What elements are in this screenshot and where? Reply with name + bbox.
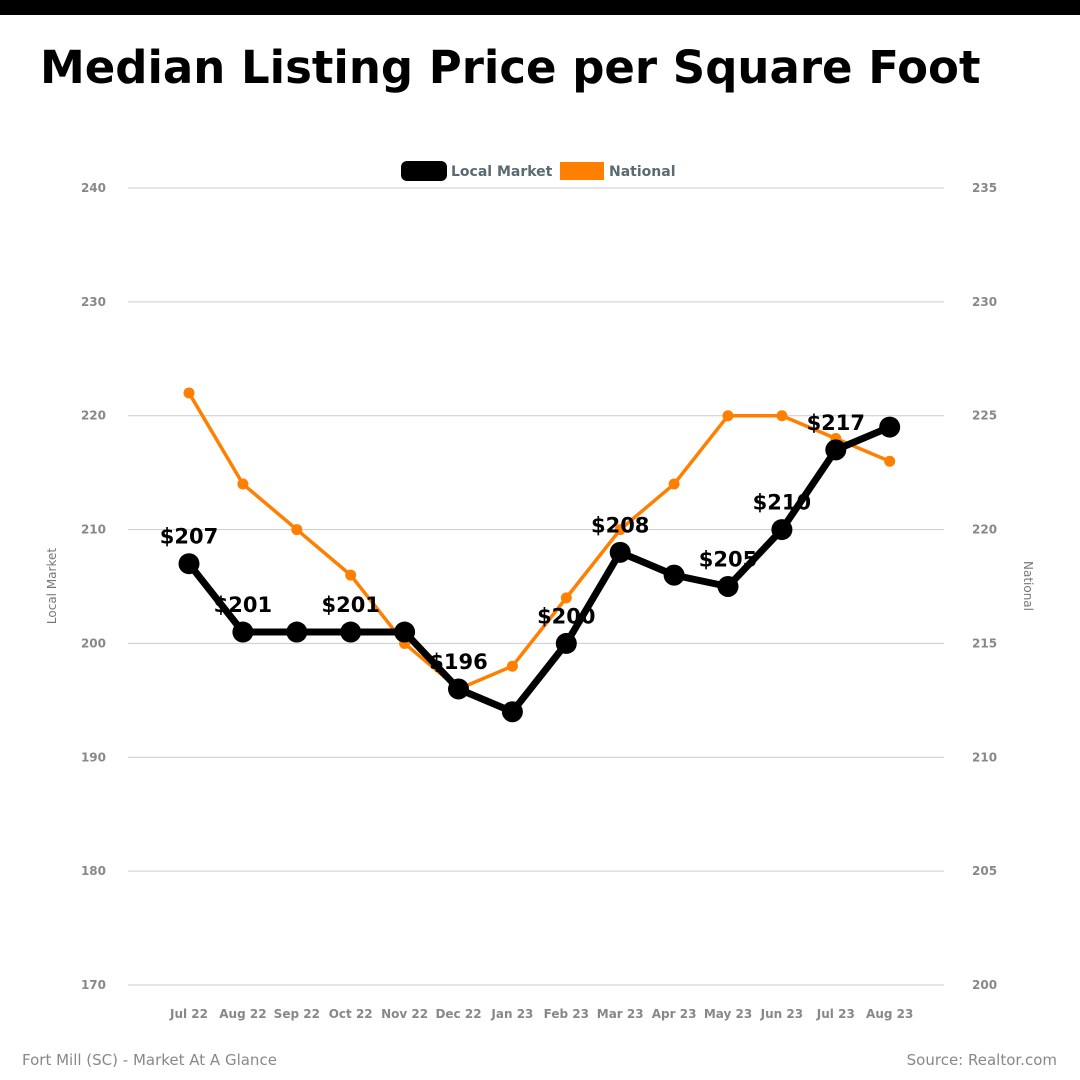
y-right-tick-label: 205 [972, 864, 997, 878]
top-bar [0, 0, 1080, 15]
x-tick-label: Apr 23 [652, 1007, 697, 1021]
national-data-point [614, 524, 626, 536]
local-market-data-label: $210 [753, 491, 811, 515]
y-right-tick-label: 220 [972, 523, 997, 537]
national-data-point [345, 569, 357, 581]
local-market-data-label: $208 [591, 513, 649, 537]
local-market-data-label: $200 [537, 604, 595, 628]
y-right-tick-label: 200 [972, 978, 997, 992]
local-market-data-point [501, 701, 523, 723]
y-right-tick-label: 230 [972, 295, 997, 309]
y-left-tick-label: 180 [81, 864, 106, 878]
local-market-data-point [340, 621, 362, 643]
national-data-point [722, 410, 734, 422]
page-title: Median Listing Price per Square Foot [40, 41, 981, 94]
local-market-data-point [232, 621, 254, 643]
local-market-data-point [286, 621, 308, 643]
legend-label-local-market: Local Market [451, 164, 553, 180]
y-left-tick-label: 210 [81, 523, 106, 537]
y-left-tick-label: 230 [81, 295, 106, 309]
national-data-point [776, 410, 788, 422]
y-left-axis-title: Local Market [45, 548, 59, 624]
national-series-line [187, 392, 891, 691]
local-market-data-point [448, 678, 469, 700]
x-tick-label: Jul 23 [816, 1007, 855, 1021]
y-left-tick-label: 240 [81, 181, 106, 195]
y-right-tick-label: 215 [972, 636, 997, 650]
local-market-data-point [825, 439, 847, 461]
x-tick-label: Jun 23 [760, 1007, 803, 1021]
local-market-data-point [555, 632, 577, 654]
y-right-tick-label: 210 [972, 750, 997, 764]
footer-market-label: Fort Mill (SC) - Market At A Glance [22, 1051, 277, 1069]
local-market-data-label: $196 [429, 650, 487, 674]
national-data-point [506, 660, 518, 672]
legend-label-national: National [609, 164, 676, 180]
y-left-tick-label: 200 [81, 636, 106, 650]
x-tick-label: Nov 22 [381, 1007, 428, 1021]
legend-swatch-national [560, 162, 604, 180]
x-tick-label: Dec 22 [435, 1007, 481, 1021]
national-data-point [291, 524, 303, 536]
local-market-data-label: $201 [321, 593, 379, 617]
local-market-data-label: $205 [699, 548, 757, 572]
x-tick-label: Aug 22 [219, 1007, 266, 1021]
national-data-point [237, 478, 249, 490]
local-market-data-label: $207 [160, 525, 218, 549]
y-right-tick-label: 235 [972, 181, 997, 195]
local-market-data-label: $201 [214, 593, 272, 617]
x-tick-label: May 23 [704, 1007, 752, 1021]
x-tick-label: Aug 23 [866, 1007, 913, 1021]
local-market-data-point [663, 564, 685, 586]
local-market-data-point [609, 541, 631, 563]
y-right-axis-title: National [1021, 561, 1035, 611]
x-tick-label: Oct 22 [329, 1007, 373, 1021]
national-data-point [884, 455, 896, 467]
y-left-tick-label: 190 [81, 750, 106, 764]
x-tick-label: Jan 23 [490, 1007, 533, 1021]
local-market-data-label: $217 [807, 411, 865, 435]
local-market-data-point [771, 519, 793, 541]
national-data-point [668, 478, 680, 490]
x-tick-label: Jul 22 [169, 1007, 208, 1021]
x-tick-label: Sep 22 [274, 1007, 320, 1021]
y-left-tick-label: 220 [81, 409, 106, 423]
x-tick-label: Feb 23 [544, 1007, 589, 1021]
local-market-data-point [717, 576, 739, 597]
footer-source-label: Source: Realtor.com [906, 1051, 1057, 1069]
y-left-tick-label: 170 [81, 978, 106, 992]
national-data-point [183, 387, 195, 399]
x-tick-label: Mar 23 [597, 1007, 644, 1021]
local-market-data-point [178, 553, 200, 575]
national-data-point [560, 592, 572, 604]
legend-swatch-local-market [401, 161, 447, 181]
local-market-data-point [394, 621, 416, 643]
y-right-tick-label: 225 [972, 409, 997, 423]
local-market-series-line [186, 423, 892, 716]
local-market-data-point [879, 416, 901, 438]
